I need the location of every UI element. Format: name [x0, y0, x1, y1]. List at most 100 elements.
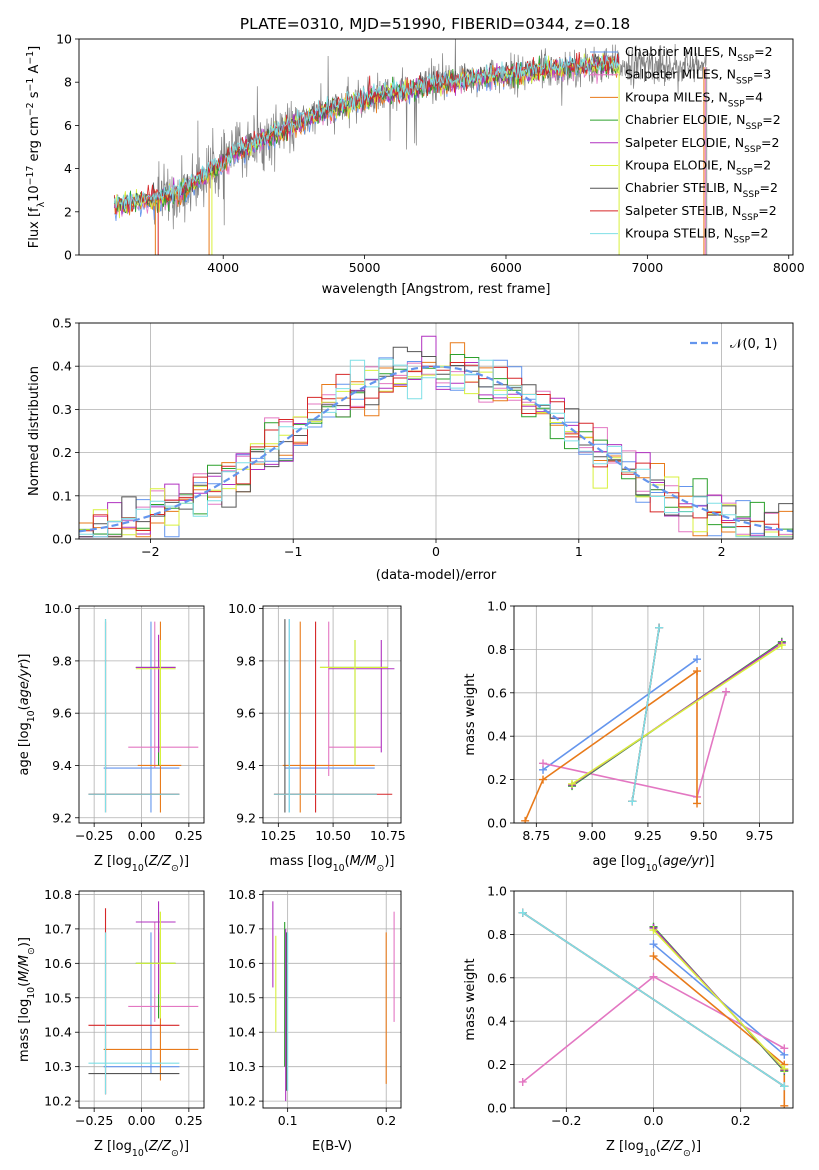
plus-marker [722, 687, 731, 696]
legend-label: Kroupa MILES, NSSP=4 [625, 89, 763, 109]
y-tick-label: 10.6 [228, 956, 256, 971]
y-tick-label: 4 [64, 161, 72, 176]
x-tick-label: 8.75 [522, 828, 550, 843]
y-tick-label: 9.8 [52, 653, 72, 668]
y-tick-label: 0.0 [487, 816, 507, 831]
y-tick-label: 0.8 [487, 642, 507, 657]
y-tick-label: 0.4 [487, 1014, 507, 1029]
y-axis-label: mass weight [463, 958, 478, 1040]
y-tick-label: 0.0 [52, 532, 72, 547]
plus-marker [649, 926, 658, 935]
weight-line [571, 644, 783, 785]
x-tick-label: 0.00 [128, 828, 156, 843]
x-tick-label: 0.25 [175, 828, 203, 843]
y-tick-label: 0.6 [487, 970, 507, 985]
x-tick-label: 9.00 [578, 828, 606, 843]
residuals-panel: −2 −1 0 1 2 0.0 0.1 0.2 0.3 0.4 0.5 𝒩(0, 1) (data-mo… [27, 316, 794, 583]
y-tick-label: 0.3 [52, 402, 72, 417]
y-tick-label: 9.8 [236, 653, 256, 668]
figure-title: PLATE=0310, MJD=51990, FIBERID=0344, z=0… [240, 15, 630, 33]
weight_vs_Z-marks [518, 908, 789, 1108]
y-tick-label: 0.5 [52, 316, 72, 331]
gaussian-curve [79, 365, 793, 533]
x-tick-label: 0.1 [278, 1113, 298, 1128]
x-tick-label: 0.00 [128, 1113, 156, 1128]
x-tick-label: 6000 [490, 260, 522, 275]
weight-line [542, 658, 698, 771]
residuals-axes: −2 −1 0 1 2 0.0 0.1 0.2 0.3 0.4 0.5 𝒩(0, 1) (data-mo… [27, 316, 794, 583]
y-tick-label: 0.8 [487, 927, 507, 942]
y-tick-label: 0.0 [487, 1101, 507, 1116]
mass_vs_Z-panel: −0.25 0.00 0.25 10.2 10.3 10.4 10.5 10.6 10.7 10.… [17, 887, 205, 1159]
x-tick-label: 0.25 [175, 1113, 203, 1128]
y-tick-label: 9.6 [52, 706, 72, 721]
age_vs_Z-axes: −0.25 0.00 0.25 9.2 9.4 9.6 9.8 10.0 Z [log10(Z/… [17, 601, 205, 874]
legend-label: Chabrier STELIB, NSSP=2 [625, 180, 778, 200]
y-tick-label: 10.2 [228, 1094, 256, 1109]
y-tick-label: 10.8 [228, 887, 256, 902]
y-axis-label: Flux [fλ10−17 erg cm−2 s−1 A−1] [25, 46, 47, 248]
age_vs_mass-panel: 10.25 10.50 10.75 9.2 9.4 9.6 9.8 10.0 mass [log… [228, 601, 406, 873]
x-tick-label: 0.0 [644, 1113, 664, 1128]
axes-frame [262, 605, 402, 824]
weight_vs_Z-panel: −0.2 0.0 0.2 0.0 0.2 0.4 0.6 0.8 1.0 Z [log10(Z/Z… [463, 884, 794, 1159]
axes-frame [78, 38, 794, 256]
plus-marker [521, 816, 530, 823]
legend-label: Chabrier ELODIE, NSSP=2 [625, 112, 781, 132]
age_vs_Z-panel: −0.25 0.00 0.25 9.2 9.4 9.6 9.8 10.0 Z [log10(Z/… [17, 601, 205, 874]
y-tick-label: 2 [64, 204, 72, 219]
plus-marker [518, 1077, 527, 1086]
plus-marker [568, 779, 577, 788]
y-tick-label: 10.5 [228, 990, 256, 1005]
plus-marker [539, 775, 548, 784]
x-axis-label: Z [log10(Z/Z⊙)] [94, 854, 189, 874]
weight-line [524, 669, 698, 822]
weight_vs_age-panel: 8.75 9.00 9.25 9.50 9.75 0.0 0.2 0.4 0.6 0.8 1.0 ag… [463, 599, 794, 874]
legend-label: Salpeter MILES, NSSP=3 [625, 67, 771, 87]
residuals-marks [79, 335, 793, 538]
y-tick-label: 10.7 [44, 921, 72, 936]
x-tick-label: 10.75 [370, 828, 406, 843]
x-tick-label: −2 [141, 544, 159, 559]
y-axis-label: age [log10(age/yr)] [17, 653, 37, 775]
y-tick-label: 0.6 [487, 685, 507, 700]
y-tick-label: 0.2 [52, 445, 72, 460]
mass_vs_Z-marks [88, 901, 199, 1095]
y-axis-label: mass weight [463, 673, 478, 755]
mass_vs_ebv-panel: 0.1 0.2 10.2 10.3 10.4 10.5 10.6 10.7 10.8 E(B-V) [228, 887, 402, 1154]
y-tick-label: 10.4 [44, 1025, 72, 1040]
plus-marker [655, 623, 664, 632]
x-axis-label: age [log10(age/yr)] [592, 854, 714, 874]
y-tick-label: 6 [64, 118, 72, 133]
y-tick-label: 1.0 [487, 599, 507, 614]
y-tick-label: 10 [56, 32, 72, 47]
weight-line [652, 955, 786, 1106]
x-tick-label: 8000 [773, 260, 805, 275]
model-line [113, 55, 620, 214]
spectrum-axes: 4000 5000 6000 7000 8000 0 2 4 6 8 10 Chabrier MILE… [25, 32, 805, 298]
age_vs_Z-marks [88, 619, 199, 813]
plus-marker [518, 908, 527, 917]
x-tick-label: 0.2 [731, 1113, 751, 1128]
y-tick-label: 9.6 [236, 706, 256, 721]
x-tick-label: 2 [718, 544, 726, 559]
x-tick-label: 7000 [631, 260, 663, 275]
x-tick-label: 9.50 [690, 828, 718, 843]
weight_vs_age-axes: 8.75 9.00 9.25 9.50 9.75 0.0 0.2 0.4 0.6 0.8 1.0 ag… [463, 599, 794, 874]
legend-label: Chabrier MILES, NSSP=2 [625, 44, 773, 64]
x-tick-label: 9.75 [746, 828, 774, 843]
y-tick-label: 10.5 [44, 990, 72, 1005]
y-tick-label: 10.3 [228, 1059, 256, 1074]
y-tick-label: 0.2 [487, 1057, 507, 1072]
x-tick-label: 4000 [207, 260, 239, 275]
x-axis-label: Z [log10(Z/Z⊙)] [94, 1139, 189, 1159]
x-tick-label: −0.25 [75, 1113, 113, 1128]
y-tick-label: 10.0 [44, 601, 72, 616]
plus-marker [693, 667, 702, 676]
y-tick-label: 9.4 [236, 758, 256, 773]
axes-frame [262, 890, 402, 1109]
weight_vs_age-marks [521, 623, 786, 823]
y-tick-label: 8 [64, 75, 72, 90]
x-axis-label: mass [log10(M/M⊙)] [270, 854, 395, 874]
y-tick-label: 0.4 [487, 729, 507, 744]
